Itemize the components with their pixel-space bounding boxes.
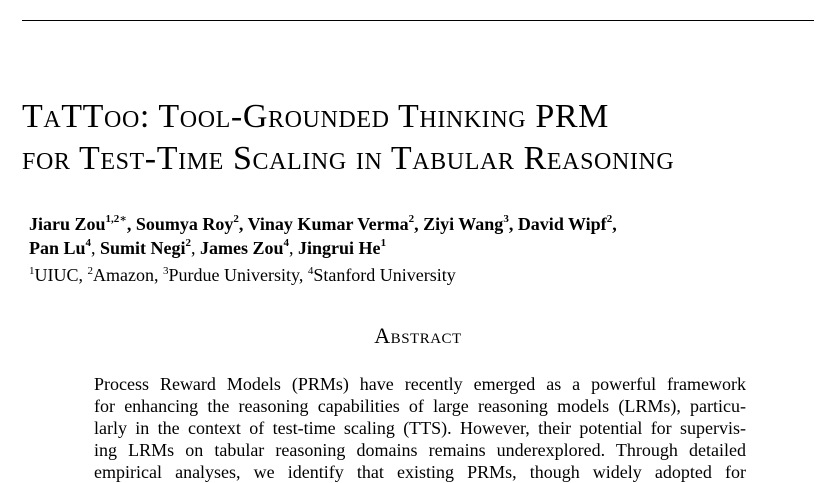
title-line-2: for Test-Time Scaling in Tabular Reasoni… <box>22 140 675 177</box>
author: Jingrui He1 <box>298 237 387 259</box>
abstract-line: for enhancing the reasoning capabilities… <box>94 396 746 416</box>
abstract-line: ing LRMs on tabular reasoning domains re… <box>94 440 746 460</box>
affiliation: 1UIUC <box>29 265 79 285</box>
affiliations: 1UIUC, 2Amazon, 3Purdue University, 4Sta… <box>29 265 456 285</box>
author: David Wipf2 <box>517 213 613 235</box>
author: James Zou4 <box>200 237 290 259</box>
abstract-line: Process Reward Models (PRMs) have recent… <box>94 374 746 394</box>
affiliation: 2Amazon <box>87 265 154 285</box>
author-row-1: Jiaru Zou1,2∗, Soumya Roy2, Vinay Kumar … <box>29 213 617 235</box>
abstract-line: empirical analyses, we identify that exi… <box>94 462 746 482</box>
author: Sumit Negi2 <box>100 237 192 259</box>
paper-title: TaTToo: Tool-Grounded Thinking PRM for T… <box>22 96 822 180</box>
author-row-2: Pan Lu4, Sumit Negi2, James Zou4, Jingru… <box>29 237 387 259</box>
affiliation: 3Purdue University <box>162 265 299 285</box>
top-rule <box>22 20 814 21</box>
abstract-body: Process Reward Models (PRMs) have recent… <box>94 373 746 483</box>
author: Vinay Kumar Verma2 <box>247 213 415 235</box>
author-list: Jiaru Zou1,2∗, Soumya Roy2, Vinay Kumar … <box>29 212 819 260</box>
author: Soumya Roy2 <box>135 213 239 235</box>
abstract-heading: Abstract <box>374 323 462 348</box>
author: Ziyi Wang3 <box>423 213 509 235</box>
title-line-1: TaTToo: Tool-Grounded Thinking PRM <box>22 98 609 135</box>
abstract-line: larly in the context of test-time scalin… <box>94 418 746 438</box>
author: Jiaru Zou1,2∗ <box>29 213 127 235</box>
affiliation: 4Stanford University <box>307 265 456 285</box>
author: Pan Lu4 <box>29 237 92 259</box>
